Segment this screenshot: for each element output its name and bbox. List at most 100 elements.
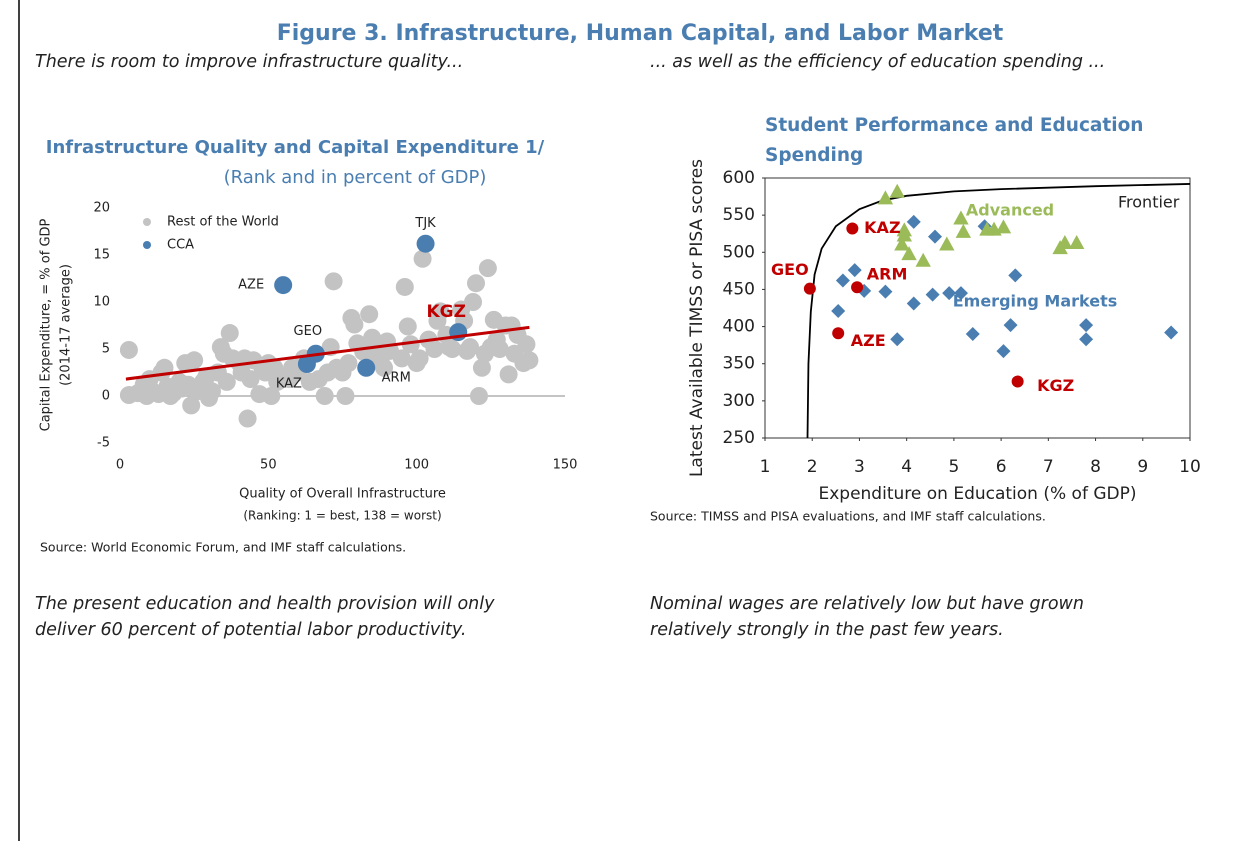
y-tick-label: 600 [723, 168, 755, 188]
scatter-point [901, 246, 917, 261]
scatter-point [965, 327, 980, 341]
point-label: KGZ [1037, 376, 1074, 395]
scatter-point [182, 396, 201, 415]
x-tick-label: 50 [260, 458, 277, 473]
point-label: ARM [382, 370, 411, 385]
x-tick-label: 8 [1090, 457, 1101, 477]
scatter-point [469, 387, 488, 405]
series-label: Emerging Markets [953, 292, 1118, 311]
scatter-point [520, 351, 539, 370]
scatter-point [906, 214, 921, 229]
scatter-point [889, 183, 905, 198]
x-tick-label: 150 [553, 458, 578, 473]
scatter-point [467, 274, 485, 293]
scatter-point [878, 284, 893, 299]
chart-subtitle: (Rank and in percent of GDP) [224, 167, 487, 188]
scatter-point [395, 277, 414, 296]
y-tick-label: 250 [723, 428, 755, 448]
scatter-point [890, 332, 905, 347]
caption: Nominal wages are relatively low but hav… [650, 594, 1084, 614]
y-tick-label: 300 [723, 391, 755, 411]
scatter-point [262, 387, 281, 405]
scatter-point [1003, 318, 1018, 333]
scatter-point [925, 287, 940, 302]
frontier-line [806, 183, 1191, 439]
scatter-point [832, 327, 845, 340]
point-label: GEO [294, 324, 323, 339]
scatter-point [398, 317, 417, 336]
point-label: ARM [867, 265, 908, 284]
x-tick-label: 4 [901, 457, 912, 477]
scatter-point [345, 315, 364, 334]
y-tick-label: 0 [102, 389, 110, 404]
figure-title: Figure 3. Infrastructure, Human Capital,… [277, 21, 1004, 46]
scatter-point [274, 276, 293, 295]
plot-frame [764, 177, 1191, 439]
y-axis-label: (2014-17 average) [59, 264, 74, 386]
scatter-point [472, 358, 491, 377]
y-tick-label: 400 [723, 317, 755, 337]
scatter-point [360, 305, 379, 324]
scatter-point [803, 282, 816, 295]
trend-line [125, 325, 530, 381]
y-tick-label: 450 [723, 279, 755, 299]
scatter-point [499, 365, 518, 384]
scatter-point [1068, 234, 1085, 249]
frontier-label: Frontier [1118, 193, 1180, 212]
point-label: KGZ [426, 302, 465, 322]
scatter-point [238, 409, 257, 428]
scatter-point [410, 349, 429, 368]
scatter-point [241, 370, 260, 389]
x-tick-label: 1 [760, 457, 771, 477]
y-tick-label: 20 [93, 201, 110, 216]
y-tick-label: 350 [723, 354, 755, 374]
source-note: Source: TIMSS and PISA evaluations, and … [650, 509, 1046, 524]
point-label: KAZ [276, 377, 302, 392]
legend-swatch [143, 241, 151, 249]
scatter-point [220, 324, 239, 343]
scatter-point [831, 303, 846, 318]
y-axis-label: Capital Expenditure, = % of GDP [39, 218, 54, 431]
x-tick-label: 0 [116, 458, 124, 473]
caption: deliver 60 percent of potential labor pr… [35, 620, 466, 640]
scatter-point [324, 272, 343, 291]
scatter-point [297, 355, 316, 374]
y-axis-label: Latest Available TIMSS or PISA scores [687, 159, 707, 477]
x-tick-label: 7 [1043, 457, 1054, 477]
x-tick-label: 2 [807, 457, 818, 477]
scatter-point [1079, 318, 1094, 333]
legend-swatch [143, 218, 151, 226]
x-tick-label: 3 [854, 457, 865, 477]
scatter-point [939, 236, 955, 251]
point-label: TJK [414, 216, 436, 231]
x-tick-label: 9 [1137, 457, 1148, 477]
scatter-point [517, 335, 536, 354]
scatter-point [955, 223, 972, 238]
series-label: Advanced [966, 201, 1054, 220]
y-tick-label: 10 [93, 295, 110, 310]
scatter-point [1008, 268, 1023, 283]
y-tick-label: -5 [97, 436, 110, 451]
legend-label: Rest of the World [167, 215, 279, 230]
scatter-point [416, 234, 435, 253]
chart-title: Spending [765, 145, 863, 166]
scatter-point [1164, 325, 1179, 340]
scatter-point [942, 286, 957, 301]
scatter-point [877, 190, 894, 205]
scatter-point [461, 338, 480, 357]
caption: The present education and health provisi… [35, 594, 495, 614]
scatter-point [953, 286, 968, 301]
x-tick-label: 6 [996, 457, 1007, 477]
scatter-point [953, 210, 969, 225]
scatter-point [915, 252, 931, 267]
scatter-point [315, 387, 334, 405]
source-note: Source: World Economic Forum, and IMF st… [40, 540, 406, 555]
x-axis-label: Quality of Overall Infrastructure [239, 487, 446, 502]
scatter-point [490, 340, 509, 358]
chart-title: Infrastructure Quality and Capital Expen… [46, 137, 545, 158]
scatter-point [1079, 332, 1094, 347]
scatter-point [392, 349, 411, 368]
scatter-point [894, 236, 910, 251]
scatter-point [339, 354, 358, 373]
chart-title: Student Performance and Education [765, 115, 1143, 136]
